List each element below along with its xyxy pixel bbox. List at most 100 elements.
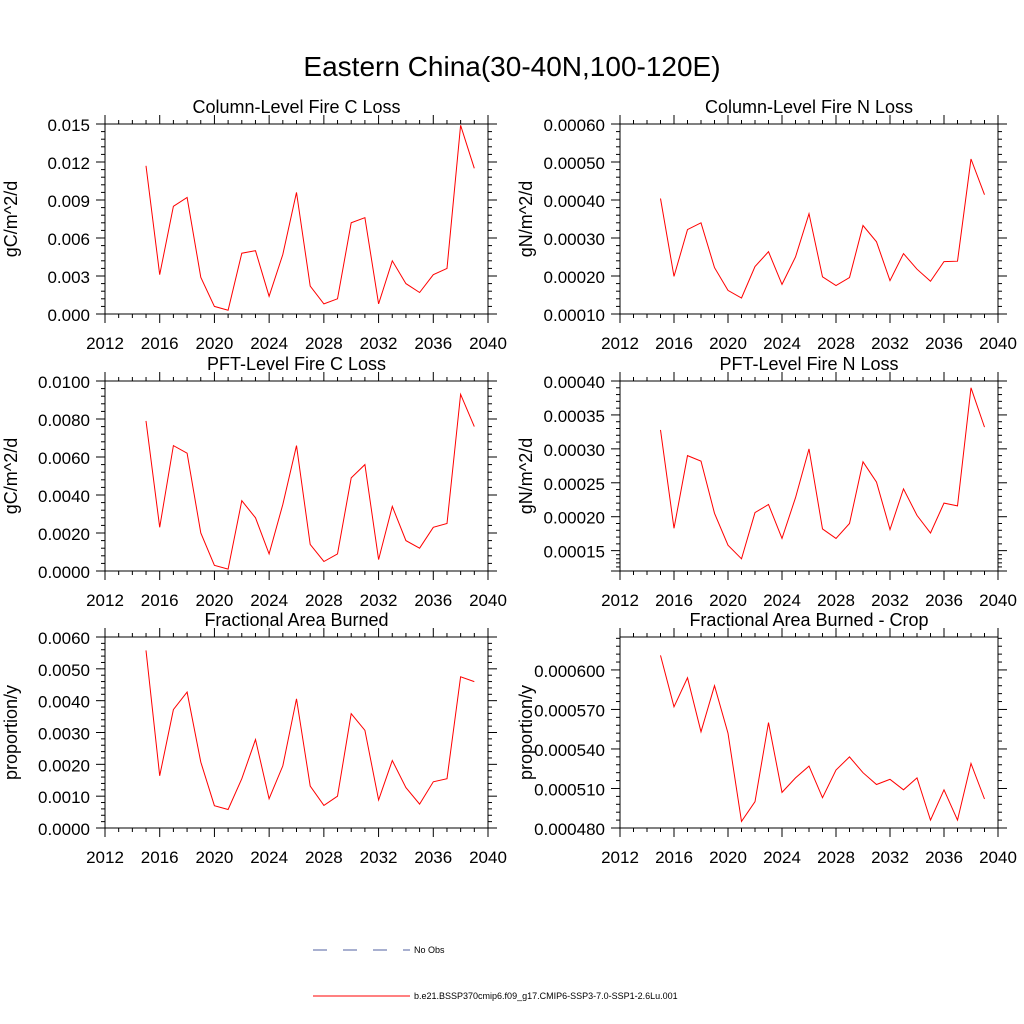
panel-title: PFT-Level Fire C Loss	[207, 354, 386, 374]
y-tick-label: 0.0030	[38, 725, 90, 744]
x-tick-label: 2032	[360, 334, 398, 353]
y-tick-label: 0.00015	[544, 543, 605, 562]
y-tick-label: 0.00020	[544, 268, 605, 287]
x-tick-label: 2028	[305, 848, 343, 867]
legend-label-no-obs: No Obs	[414, 945, 445, 955]
y-tick-label: 0.0000	[38, 563, 90, 582]
x-tick-label: 2012	[601, 591, 639, 610]
x-tick-label: 2016	[655, 591, 693, 610]
y-tick-label: 0.0060	[38, 449, 90, 468]
x-tick-label: 2016	[655, 334, 693, 353]
y-tick-label: 0.000510	[534, 780, 605, 799]
x-tick-label: 2020	[709, 848, 747, 867]
x-tick-label: 2040	[979, 334, 1017, 353]
x-tick-label: 2036	[925, 334, 963, 353]
y-tick-label: 0.000480	[534, 820, 605, 839]
chart-panel-4: PFT-Level Fire N Loss gN/m^2/d 2012 2016 202…	[516, 354, 1017, 610]
x-tick-label: 2036	[925, 848, 963, 867]
x-tick-label: 2040	[469, 334, 507, 353]
x-tick-label: 2020	[196, 591, 234, 610]
plot-frame	[619, 636, 999, 829]
y-axis-label: proportion/y	[516, 685, 536, 780]
y-tick-label: 0.0100	[38, 373, 90, 392]
panel-title: Fractional Area Burned - Crop	[689, 610, 928, 630]
chart-panel-5: Fractional Area Burned proportion/y 2012 20…	[1, 610, 507, 867]
series-line-1	[145, 125, 475, 311]
x-tick-label: 2032	[871, 848, 909, 867]
y-tick-label: 0.003	[47, 268, 90, 287]
x-tick-label: 2040	[469, 591, 507, 610]
x-tick-label: 2016	[141, 334, 179, 353]
y-tick-label: 0.0040	[38, 487, 90, 506]
series-line-1	[660, 655, 985, 823]
y-tick-label: 0.0020	[38, 756, 90, 775]
x-tick-label: 2016	[655, 848, 693, 867]
x-tick-label: 2040	[979, 848, 1017, 867]
y-tick-label: 0.0000	[38, 820, 90, 839]
panel-title: Column-Level Fire C Loss	[192, 97, 400, 117]
x-tick-label: 2032	[360, 848, 398, 867]
y-tick-label: 0.015	[47, 116, 90, 135]
series-line-1	[660, 158, 985, 299]
y-axis-label: proportion/y	[1, 685, 21, 780]
x-tick-label: 2028	[817, 334, 855, 353]
figure-title: Eastern China(30-40N,100-120E)	[303, 51, 720, 82]
y-tick-label: 0.00020	[544, 509, 605, 528]
plot-frame	[104, 123, 489, 315]
panel-title: PFT-Level Fire N Loss	[719, 354, 898, 374]
y-tick-label: 0.000570	[534, 701, 605, 720]
y-tick-label: 0.012	[47, 154, 90, 173]
plot-frame	[104, 380, 489, 572]
x-tick-label: 2040	[469, 848, 507, 867]
x-tick-label: 2032	[360, 591, 398, 610]
x-tick-label: 2024	[763, 591, 801, 610]
x-tick-label: 2024	[763, 848, 801, 867]
x-tick-label: 2040	[979, 591, 1017, 610]
x-tick-label: 2012	[601, 848, 639, 867]
x-tick-label: 2016	[141, 591, 179, 610]
y-tick-label: 0.000	[47, 306, 90, 325]
legend-label-model: b.e21.BSSP370cmip6.f09_g17.CMIP6-SSP3-7.…	[414, 991, 678, 1001]
series-line-1	[145, 650, 475, 811]
y-tick-label: 0.000600	[534, 662, 605, 681]
panel-title: Fractional Area Burned	[204, 610, 388, 630]
x-tick-label: 2028	[305, 334, 343, 353]
plot-frame	[104, 636, 489, 829]
chart-panels: Column-Level Fire C Loss gC/m^2/d 2012 2016…	[1, 97, 1017, 867]
x-tick-label: 2024	[250, 848, 288, 867]
y-axis-label: gC/m^2/d	[1, 438, 21, 514]
legend: No Obs b.e21.BSSP370cmip6.f09_g17.CMIP6-…	[313, 945, 678, 1001]
y-tick-label: 0.00040	[544, 192, 605, 211]
plot-frame	[619, 123, 999, 315]
x-tick-label: 2012	[601, 334, 639, 353]
x-tick-label: 2036	[414, 334, 452, 353]
y-tick-label: 0.009	[47, 192, 90, 211]
y-tick-label: 0.0060	[38, 629, 90, 648]
x-tick-label: 2032	[871, 334, 909, 353]
panel-title: Column-Level Fire N Loss	[705, 97, 913, 117]
x-tick-label: 2020	[709, 591, 747, 610]
y-axis-label: gC/m^2/d	[1, 181, 21, 257]
x-tick-label: 2036	[414, 591, 452, 610]
y-tick-label: 0.000540	[534, 741, 605, 760]
y-tick-label: 0.006	[47, 230, 90, 249]
y-tick-label: 0.0010	[38, 788, 90, 807]
x-tick-label: 2012	[86, 334, 124, 353]
plot-frame	[619, 380, 999, 572]
chart-panel-2: Column-Level Fire N Loss gN/m^2/d 2012 2016…	[516, 97, 1017, 353]
y-tick-label: 0.0050	[38, 661, 90, 680]
x-tick-label: 2036	[925, 591, 963, 610]
x-tick-label: 2028	[305, 591, 343, 610]
x-tick-label: 2024	[763, 334, 801, 353]
chart-panel-3: PFT-Level Fire C Loss gC/m^2/d 2012 2016 202…	[1, 354, 507, 610]
y-tick-label: 0.0080	[38, 411, 90, 430]
x-tick-label: 2024	[250, 334, 288, 353]
y-tick-label: 0.00010	[544, 306, 605, 325]
y-tick-label: 0.00030	[544, 441, 605, 460]
x-tick-label: 2020	[709, 334, 747, 353]
x-tick-label: 2020	[196, 334, 234, 353]
y-tick-label: 0.00025	[544, 475, 605, 494]
chart-panel-1: Column-Level Fire C Loss gC/m^2/d 2012 2016…	[1, 97, 507, 353]
x-tick-label: 2028	[817, 591, 855, 610]
y-tick-label: 0.00040	[544, 373, 605, 392]
